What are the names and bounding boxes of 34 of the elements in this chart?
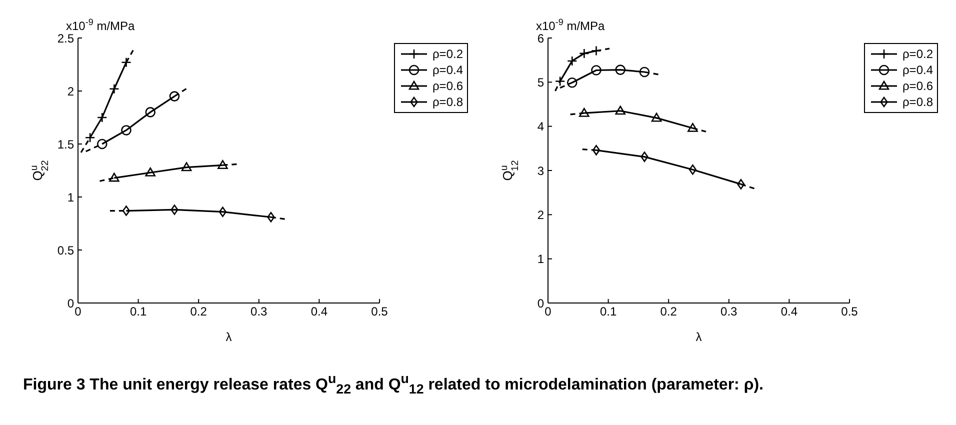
chart-subtitle: x10$^{-9}$ m/MPa (536, 17, 606, 33)
y-tick-label: 3 (537, 164, 544, 178)
legend-label: ρ=0.2 (902, 47, 933, 61)
caption: Figure 3 The unit energy release rates Q$^{u}$$_{22}$ and Q$^{u}$$_{12}$ related to microdelamination (parameter: ρ). (23, 371, 764, 397)
y-tick-label: 2 (67, 84, 74, 98)
y-tick-label: 6 (537, 31, 544, 46)
x-tick-label: 0.1 (600, 304, 617, 319)
x-tick-label: 0.2 (190, 304, 208, 319)
x-tick-label: 0.5 (371, 304, 388, 319)
x-tick-label: 0.3 (720, 304, 738, 319)
y-tick-label: 2.5 (57, 31, 74, 46)
y-tick-label: 4 (537, 120, 544, 134)
legend-label: ρ=0.2 (432, 47, 463, 61)
legend-label: ρ=0.8 (432, 95, 463, 109)
y-tick-label: 2 (537, 208, 544, 222)
y-tick-label: 5 (537, 75, 544, 90)
x-tick-label: 0.1 (130, 304, 147, 319)
y-tick-label: 1 (67, 190, 74, 204)
chart-subtitle: x10$^{-9}$ m/MPa (66, 17, 136, 33)
legend-label: ρ=0.4 (902, 63, 933, 77)
legend-label: ρ=0.6 (432, 79, 463, 93)
legend-label: ρ=0.4 (432, 63, 463, 77)
y-tick-label: 0.5 (57, 243, 74, 258)
x-tick-label: 0.3 (250, 304, 268, 319)
x-axis-title: λ (696, 330, 702, 344)
legend-label: ρ=0.8 (902, 95, 933, 109)
x-tick-label: 0.4 (310, 304, 328, 319)
x-tick-label: 0.4 (780, 304, 798, 319)
y-tick-label: 1 (537, 252, 544, 266)
legend-label: ρ=0.6 (902, 79, 933, 93)
x-tick-label: 0.2 (660, 304, 678, 319)
y-tick-label: 1.5 (57, 137, 74, 152)
x-axis-title: λ (226, 330, 232, 344)
x-tick-label: 0.5 (841, 304, 858, 319)
